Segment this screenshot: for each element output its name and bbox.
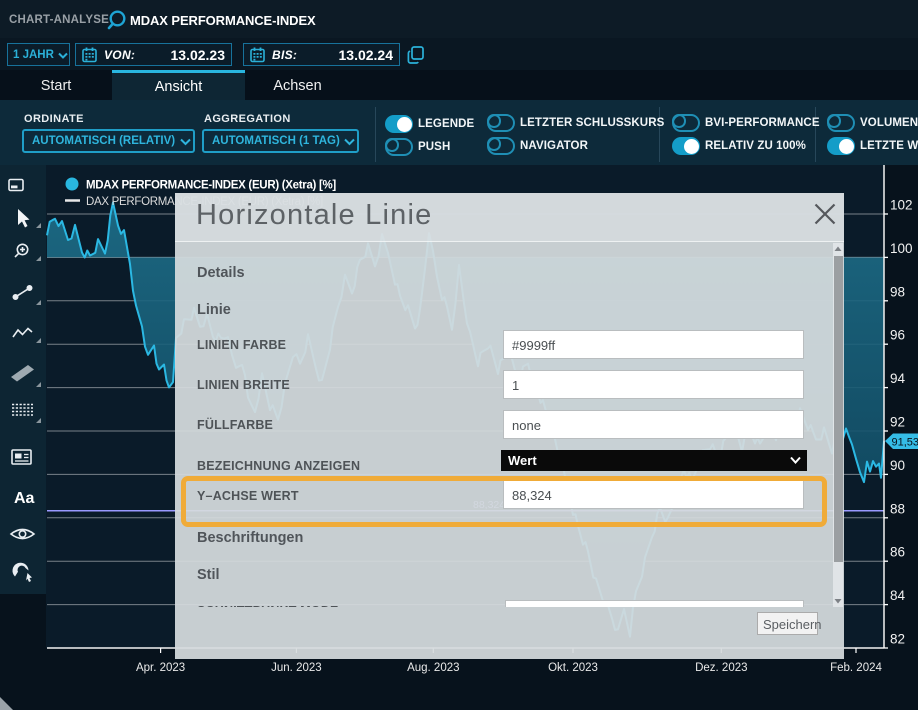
svg-text:102: 102 — [890, 198, 913, 213]
svg-text:90: 90 — [890, 458, 905, 473]
svg-text:Aa: Aa — [14, 490, 35, 507]
svg-text:100: 100 — [890, 241, 913, 256]
svg-text:Okt. 2023: Okt. 2023 — [548, 662, 598, 674]
svg-text:91,539: 91,539 — [892, 437, 918, 449]
svg-text:86: 86 — [890, 545, 905, 560]
svg-text:MDAX PERFORMANCE-INDEX (EUR) (: MDAX PERFORMANCE-INDEX (EUR) (Xetra) [%] — [86, 180, 336, 192]
svg-text:Dez. 2023: Dez. 2023 — [695, 662, 747, 674]
svg-text:84: 84 — [890, 588, 906, 603]
svg-text:88: 88 — [890, 501, 905, 516]
svg-text:Apr. 2023: Apr. 2023 — [136, 662, 185, 674]
svg-text:82: 82 — [890, 632, 905, 647]
svg-text:Feb. 2024: Feb. 2024 — [830, 662, 882, 674]
svg-text:94: 94 — [890, 371, 906, 386]
svg-text:Aug. 2023: Aug. 2023 — [407, 662, 459, 674]
svg-text:92: 92 — [890, 415, 905, 430]
svg-text:Jun. 2023: Jun. 2023 — [271, 662, 322, 674]
svg-text:98: 98 — [890, 284, 905, 299]
svg-text:96: 96 — [890, 328, 905, 343]
